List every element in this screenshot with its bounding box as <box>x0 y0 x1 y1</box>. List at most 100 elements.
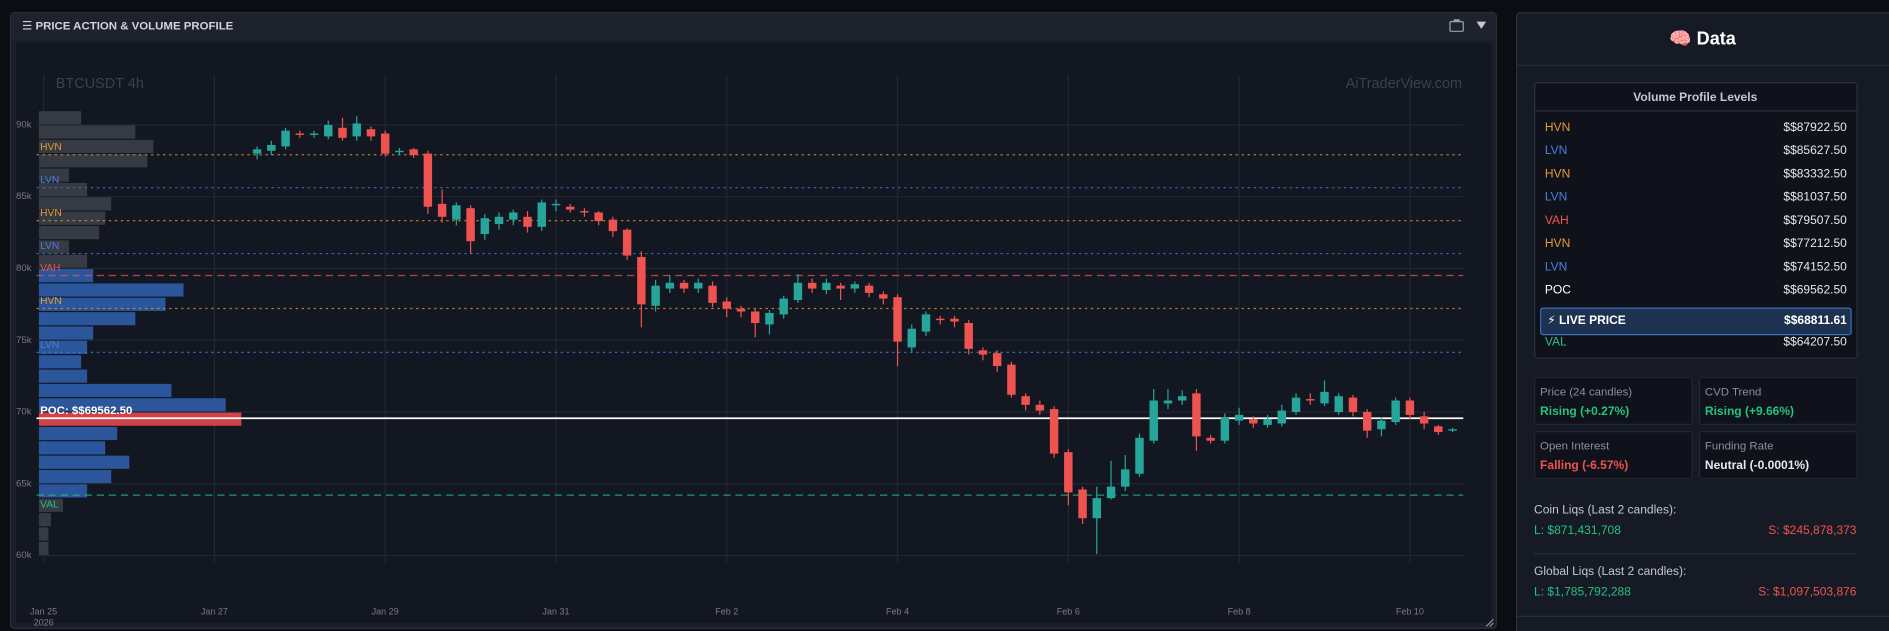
x-tick-label: Jan 29 <box>372 607 399 617</box>
profile-bar <box>38 312 136 326</box>
level-value: $$87922.50 <box>1783 120 1847 134</box>
candle-body <box>1007 364 1016 395</box>
stat-value: Falling (-6.57%) <box>1540 458 1628 472</box>
candle-body <box>992 353 1002 367</box>
live-price-row <box>1540 307 1852 336</box>
level-type: LVN <box>1545 143 1567 157</box>
y-tick-label: 65k <box>16 478 32 489</box>
profile-bar <box>38 527 49 541</box>
profile-bar <box>38 398 226 412</box>
stat-label: Funding Rate <box>1705 441 1774 453</box>
level-label: LVN <box>40 340 59 351</box>
profile-bar <box>38 513 51 527</box>
candle-body <box>551 203 561 206</box>
candle-body <box>850 284 860 289</box>
level-type: LVN <box>1545 190 1567 204</box>
levels-title: Volume Profile Levels <box>1633 90 1757 104</box>
candle-body <box>978 350 988 355</box>
data-panel: 🧠 Data Volume Profile Levels HVN $$87922.… <box>1516 12 1889 631</box>
chart-symbol: BTCUSDT 4h <box>56 76 144 92</box>
collapse-button[interactable] <box>1476 21 1487 29</box>
candle-body <box>907 328 916 348</box>
profile-bar <box>38 455 130 469</box>
candle-body <box>509 212 518 220</box>
profile-bar <box>38 139 154 154</box>
liq-title: Coin Liqs (Last 2 candles): <box>1534 503 1676 517</box>
candle-body <box>964 322 973 349</box>
candle-body <box>1306 399 1315 401</box>
live-price-label: ⚡ LIVE PRICE <box>1547 313 1626 327</box>
levels-box <box>1534 82 1858 359</box>
candle-body <box>950 318 959 322</box>
resize-handle[interactable] <box>1485 618 1494 628</box>
candle-body <box>751 311 760 323</box>
stat-label: Price (24 candles) <box>1540 387 1632 399</box>
y-tick-label: 60k <box>16 550 32 561</box>
profile-bar <box>38 182 88 197</box>
level-value: $$85627.50 <box>1783 143 1847 157</box>
liq-long: L: $871,431,708 <box>1534 523 1621 537</box>
candle-body <box>822 282 831 290</box>
stat-value: Rising (+0.27%) <box>1540 404 1629 418</box>
level-value: $$64207.50 <box>1783 335 1847 349</box>
profile-bar <box>38 125 136 139</box>
y-tick-label: 90k <box>16 119 32 130</box>
candle-body <box>437 203 447 217</box>
level-type: POC <box>1545 283 1571 297</box>
profile-bar <box>38 541 49 555</box>
candle-body <box>637 256 646 305</box>
level-value: $$81037.50 <box>1783 190 1847 204</box>
candle-body <box>1035 404 1045 411</box>
candle-body <box>936 318 945 321</box>
candle-body <box>864 285 874 293</box>
profile-bar <box>38 197 112 211</box>
profile-bar <box>38 355 82 369</box>
candle-body <box>1234 414 1244 421</box>
candle-body <box>836 285 845 289</box>
candle-body <box>565 206 575 210</box>
candle-body <box>807 282 817 289</box>
candle-body <box>1106 486 1116 499</box>
candle-body <box>480 218 490 235</box>
candle-body <box>1163 400 1173 404</box>
candle-body <box>1277 410 1287 424</box>
candle-body <box>665 282 675 289</box>
stat-card <box>1698 376 1858 425</box>
candle-body <box>1177 396 1187 401</box>
level-type: HVN <box>1545 120 1570 134</box>
profile-bar <box>38 211 106 225</box>
candle-body <box>779 298 788 315</box>
candle-body <box>1405 400 1415 415</box>
profile-bar <box>38 297 166 311</box>
candle-body <box>423 153 433 207</box>
liq-title: Global Liqs (Last 2 candles): <box>1534 564 1686 578</box>
candle-body <box>1149 400 1158 441</box>
stat-label: Open Interest <box>1540 441 1610 453</box>
chart-panel: ☰ PRICE ACTION & VOLUME PROFILE BTCUSDT … <box>10 12 1497 629</box>
level-value: $$77212.50 <box>1783 236 1847 250</box>
candle-body <box>708 285 717 303</box>
profile-bar <box>38 426 118 441</box>
candle-body <box>580 211 589 213</box>
level-type: HVN <box>1545 166 1570 180</box>
liq-short: S: $1,097,503,876 <box>1758 584 1857 598</box>
level-label: VAL <box>40 499 59 510</box>
candle-body <box>466 208 475 242</box>
profile-bar <box>38 470 112 484</box>
level-type: VAL <box>1545 335 1567 349</box>
candle-body <box>409 149 418 156</box>
camera-icon-top[interactable] <box>1453 19 1460 22</box>
x-tick-label: Feb 10 <box>1396 607 1424 617</box>
candle-body <box>622 229 632 256</box>
panel-title: ☰ PRICE ACTION & VOLUME PROFILE <box>22 20 234 32</box>
profile-bar <box>38 383 172 398</box>
panel-header <box>11 13 1496 40</box>
level-value: $$69562.50 <box>1783 283 1847 297</box>
y-tick-label: 80k <box>16 263 32 274</box>
level-value: $$83332.50 <box>1783 166 1847 180</box>
screenshot-button[interactable] <box>1449 19 1464 32</box>
x-tick-label: Feb 6 <box>1057 607 1080 617</box>
candle-body <box>679 282 689 289</box>
x-tick-label: Jan 27 <box>201 607 228 617</box>
candle-body <box>1391 400 1400 423</box>
